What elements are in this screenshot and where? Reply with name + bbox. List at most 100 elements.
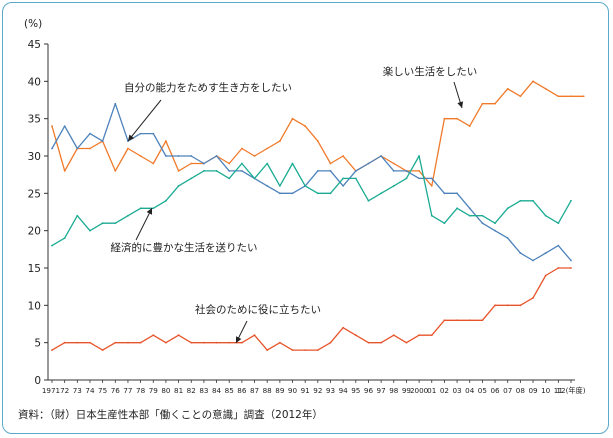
y-tick-label: 15	[28, 263, 41, 275]
chart-frame	[2, 2, 609, 434]
x-tick-label: 73	[73, 386, 82, 395]
data-point	[494, 222, 496, 225]
x-tick-label: 78	[136, 386, 146, 395]
data-point	[101, 349, 104, 352]
data-point	[544, 87, 547, 90]
x-tick-label: 97	[377, 386, 386, 395]
x-tick-label: 91	[301, 386, 310, 395]
data-point	[63, 237, 66, 240]
x-tick-label: 85	[225, 386, 234, 395]
data-point	[316, 140, 319, 142]
data-point	[139, 207, 142, 210]
data-point	[481, 102, 484, 105]
data-point	[51, 244, 53, 247]
annotation-label-3: 社会のために役に立ちたい	[195, 303, 321, 316]
data-point	[190, 177, 193, 180]
data-point	[519, 199, 522, 202]
annotation-0-arrowhead	[128, 134, 135, 141]
annotation-label-2: 経済的に豊かな生活を送りたい	[111, 241, 258, 254]
data-point	[468, 207, 471, 210]
data-point	[570, 199, 572, 202]
data-point	[418, 170, 420, 172]
data-point	[215, 341, 218, 344]
data-point	[557, 267, 560, 269]
data-point	[139, 155, 142, 157]
data-point	[456, 117, 458, 120]
x-tick-label: 2000	[410, 386, 429, 395]
source-note: 資料：（財）日本生産性本部「働くことの意識」調査（2012年）	[18, 409, 323, 421]
data-point	[127, 341, 129, 344]
data-point	[51, 125, 53, 128]
x-tick-label: 93	[326, 386, 335, 395]
data-point	[354, 170, 357, 172]
data-point	[266, 349, 269, 352]
data-point	[203, 170, 205, 172]
data-point	[228, 162, 231, 165]
y-tick-label: 25	[28, 188, 41, 200]
data-point	[101, 140, 104, 142]
data-point	[190, 155, 193, 157]
data-point	[291, 349, 294, 352]
data-point	[253, 177, 256, 180]
annotation-3-arrowhead	[236, 336, 242, 343]
x-tick-label: 77	[123, 386, 132, 395]
data-point	[570, 267, 572, 269]
data-point	[506, 304, 509, 307]
y-tick-label: 45	[28, 39, 41, 51]
data-point	[203, 341, 205, 344]
data-point	[114, 170, 117, 172]
data-point	[329, 341, 332, 344]
data-point	[177, 155, 180, 157]
data-point	[152, 334, 155, 337]
data-point	[165, 199, 167, 202]
data-point	[63, 170, 66, 172]
x-tick-label: 76	[111, 386, 121, 395]
data-point	[266, 162, 269, 165]
data-point	[532, 199, 534, 202]
x-tick-label: 08	[516, 386, 526, 395]
data-point	[544, 214, 547, 217]
data-point	[544, 252, 547, 254]
data-point	[494, 304, 496, 307]
data-point	[367, 162, 370, 165]
data-point	[570, 95, 572, 98]
data-point	[519, 252, 522, 254]
data-point	[63, 125, 66, 128]
data-point	[89, 229, 91, 232]
x-tick-label: 05	[478, 386, 487, 395]
data-point	[63, 341, 66, 344]
data-point	[367, 199, 370, 202]
data-point	[228, 177, 231, 180]
data-point	[190, 162, 193, 165]
data-point	[570, 259, 572, 262]
x-tick-label: 84	[212, 386, 222, 395]
y-axis-label: (%)	[24, 18, 42, 30]
x-tick-label: 02	[440, 386, 449, 395]
x-tick-label: 11	[554, 386, 563, 395]
annotation-0-leader-line	[127, 99, 162, 142]
data-point	[101, 222, 104, 225]
data-point	[557, 244, 560, 247]
data-point	[329, 192, 332, 195]
data-point	[76, 147, 79, 150]
data-point	[253, 155, 256, 157]
data-point	[165, 140, 167, 142]
data-point	[51, 349, 53, 352]
data-point	[51, 147, 53, 150]
data-point	[392, 334, 395, 337]
data-point	[139, 132, 142, 135]
data-point	[468, 214, 471, 217]
data-point	[456, 319, 458, 322]
data-point	[430, 177, 433, 180]
data-point	[456, 192, 458, 195]
y-tick-label: 0	[34, 375, 41, 387]
data-point	[228, 341, 231, 344]
y-tick-label: 20	[28, 226, 41, 238]
data-point	[304, 184, 307, 187]
series-line-3	[51, 267, 571, 351]
data-point	[430, 214, 433, 217]
y-tick-label: 40	[28, 76, 41, 88]
data-point	[177, 184, 180, 187]
data-point	[127, 214, 129, 217]
data-point	[430, 184, 433, 187]
